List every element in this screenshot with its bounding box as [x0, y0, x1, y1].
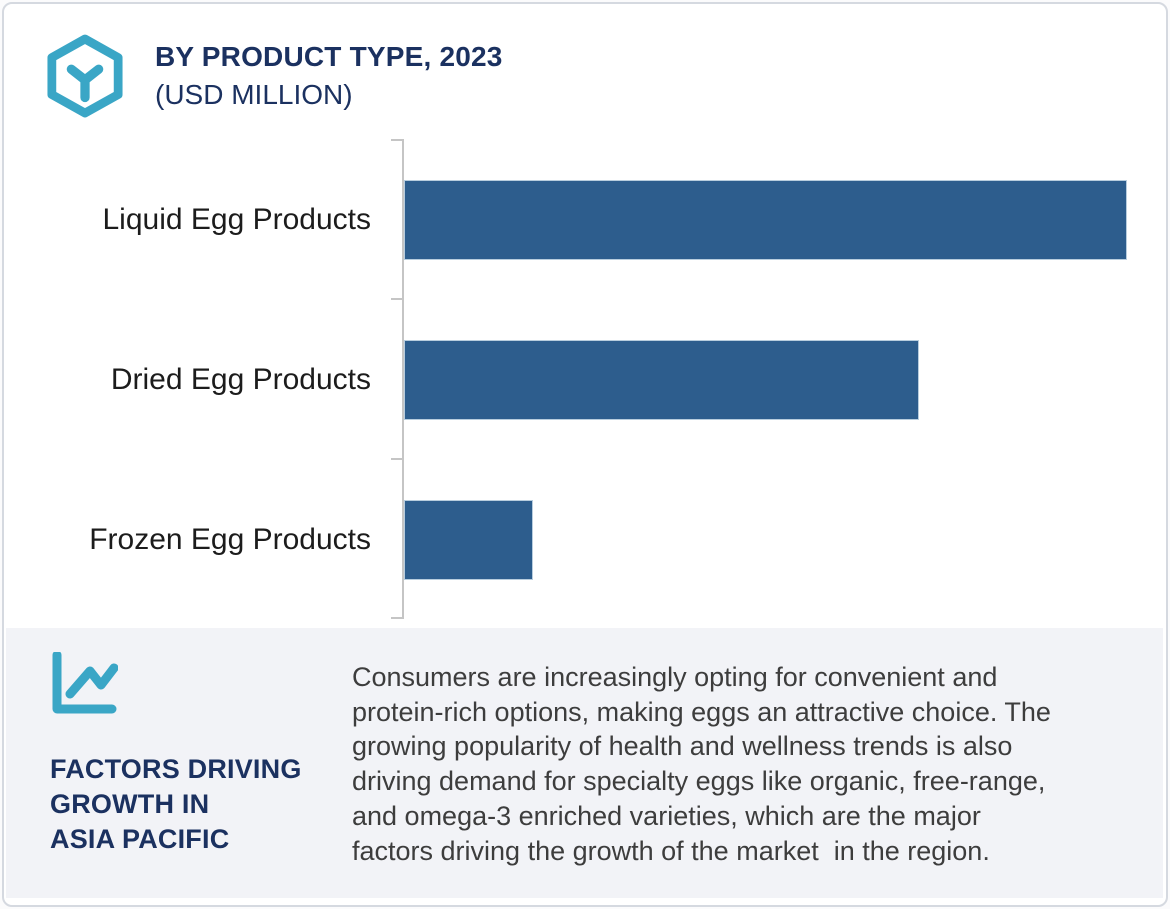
- heading-line: ASIA PACIFIC: [50, 824, 230, 854]
- heading-line: FACTORS DRIVING: [50, 754, 302, 784]
- factors-panel: FACTORS DRIVING GROWTH IN ASIA PACIFIC Con…: [6, 628, 1163, 898]
- axis-tick: [391, 139, 402, 141]
- hexagon-cube-icon: [47, 34, 123, 118]
- category-label: Frozen Egg Products: [89, 523, 371, 556]
- paragraph-line: driving demand for specialty eggs like o…: [352, 766, 1046, 797]
- bar: [404, 180, 1127, 260]
- paragraph-line: and omega-3 enriched varieties, which ar…: [352, 800, 981, 831]
- paragraph-line: factors driving the growth of the market…: [352, 835, 990, 866]
- heading-line: GROWTH IN: [50, 789, 210, 819]
- chart-title: BY PRODUCT TYPE, 2023: [155, 41, 503, 72]
- chart-header: BY PRODUCT TYPE, 2023 (USD MILLION): [155, 40, 503, 112]
- category-label: Liquid Egg Products: [102, 203, 371, 236]
- bar: [404, 500, 533, 580]
- factors-paragraph: Consumers are increasingly opting for co…: [352, 660, 1051, 868]
- category-labels: Liquid Egg Products Dried Egg Products Fro…: [0, 0, 371, 700]
- factors-heading: FACTORS DRIVING GROWTH IN ASIA PACIFIC: [50, 752, 302, 857]
- category-axis-line: [391, 139, 404, 619]
- paragraph-line: protein-rich options, making eggs an att…: [352, 696, 1051, 727]
- category-label: Dried Egg Products: [110, 363, 371, 396]
- axis-tick: [391, 298, 402, 300]
- bar: [404, 340, 919, 420]
- axis-tick: [391, 617, 402, 619]
- paragraph-line: Consumers are increasingly opting for co…: [352, 662, 998, 692]
- paragraph-line: growing popularity of health and wellnes…: [352, 731, 1013, 762]
- axis-tick: [391, 458, 402, 460]
- bar-chart: [404, 0, 1127, 909]
- line-chart-icon: [52, 652, 118, 714]
- chart-subtitle: (USD MILLION): [155, 79, 353, 110]
